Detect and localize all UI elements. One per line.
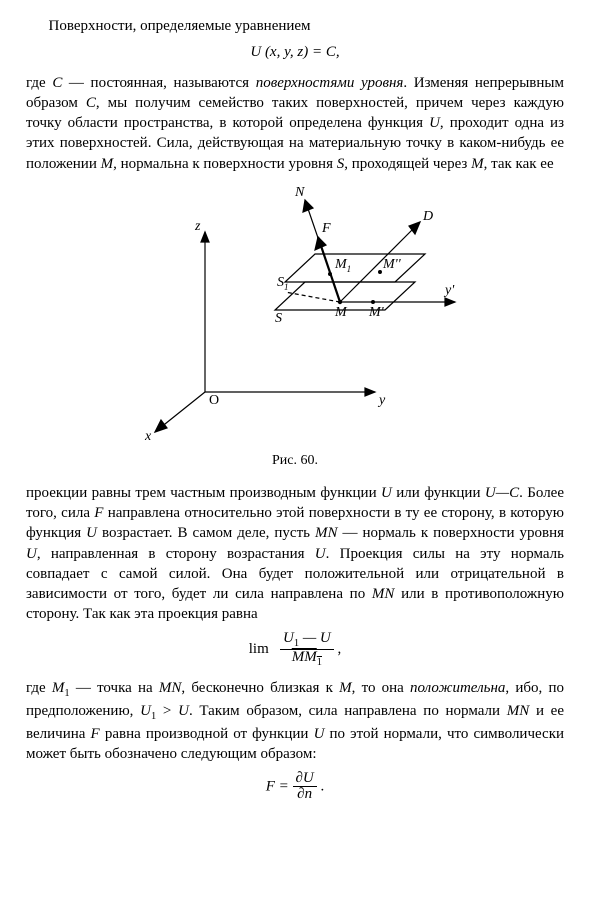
figure-caption: Рис. 60. — [26, 452, 564, 471]
paragraph-3: где M1 — точка на MN, бесконечно близкая… — [26, 678, 564, 765]
p1-a: где — [26, 75, 52, 91]
eq3-lhs: F = — [266, 778, 293, 794]
p2-e: возрастает. В самом деле, пусть — [97, 525, 315, 541]
p2-U: U — [381, 485, 392, 501]
p2-UC: U—C — [485, 485, 519, 501]
label-S1: S1 — [277, 275, 289, 292]
lim-label: lim — [249, 641, 269, 657]
p3-a: где — [26, 680, 52, 696]
p3-MN2: MN — [507, 703, 530, 719]
p2-f2: — нормаль к поверхности уровня — [338, 525, 565, 541]
label-O: O — [209, 393, 219, 408]
p3-positive: положительна — [410, 680, 505, 696]
label-F: F — [321, 221, 331, 236]
p1-level-surfaces: поверхностями уровня — [256, 75, 404, 91]
p3-f: . Таким образом, сила направлена по норм… — [189, 703, 507, 719]
p1-c8: , так как ее — [484, 156, 554, 172]
equation-F-dU-dn: F = ∂U ∂n . — [26, 771, 564, 804]
label-y: y — [377, 393, 386, 408]
p3-Fsym: F — [91, 726, 100, 742]
equation-uxyzc: U (x, y, z) = C, — [26, 42, 564, 62]
p2-a: проекции равны трем частным производным … — [26, 485, 381, 501]
eq3-num: ∂U — [293, 771, 317, 787]
label-Mprime: M' — [368, 305, 385, 320]
figure-svg: z y x O N F D S S1 M M' M'' M1 y' — [125, 182, 465, 442]
label-M: M — [334, 305, 348, 320]
p3-U2: U — [314, 726, 325, 742]
p1-C2: C — [86, 95, 96, 111]
p1-U: U — [429, 115, 440, 131]
p2-MN: MN — [315, 525, 338, 541]
paragraph-1: где C — постоянная, называются поверхнос… — [26, 73, 564, 174]
p2-U2: U — [86, 525, 97, 541]
label-M1: M1 — [334, 257, 351, 274]
p1-c6: , нормальна к поверхности уровня — [113, 156, 337, 172]
caption-text: Рис. 60. — [272, 453, 318, 468]
equation-limit: lim U1 — U MM1 , — [26, 631, 564, 668]
paragraph-2: проекции равны трем частным производным … — [26, 483, 564, 625]
eq3-fraction: ∂U ∂n — [293, 771, 317, 804]
p1-C: C — [52, 75, 62, 91]
eq3-period: . — [321, 778, 325, 794]
limit-fraction: U1 — U MM1 — [280, 631, 334, 668]
label-N: N — [294, 185, 305, 200]
p3-b: — точка на — [70, 680, 159, 696]
p1-c7: , проходящей через — [344, 156, 471, 172]
p1-M2: M — [471, 156, 484, 172]
p2-U3: U — [26, 546, 37, 562]
p3-c: , бесконечно близкая к — [181, 680, 339, 696]
den-MM1: MM1 — [292, 649, 322, 665]
p3-d: , то она — [352, 680, 410, 696]
intro-text: Поверхности, определяемые уравнением — [49, 18, 311, 34]
eq1-text: U (x, y, z) = C, — [250, 44, 339, 60]
figure-60: z y x O N F D S S1 M M' M'' M1 y' — [26, 182, 564, 448]
label-D: D — [422, 209, 433, 224]
p2-MN2: MN — [372, 586, 395, 602]
p2-b: или функции — [392, 485, 485, 501]
p3-M: M — [339, 680, 352, 696]
label-Mdprime: M'' — [382, 257, 402, 272]
p3-MN: MN — [159, 680, 182, 696]
eq3-den: ∂n — [293, 786, 317, 803]
p3-h: равна производной от функции — [100, 726, 314, 742]
p2-g: , направленная в сторону возрастания — [37, 546, 315, 562]
num-U1-U: U1 — U — [283, 630, 331, 646]
p3-M1: M1 — [52, 680, 70, 696]
label-S: S — [275, 311, 282, 326]
label-x: x — [144, 429, 152, 442]
label-yprime: y' — [443, 283, 455, 298]
intro-line: Поверхности, определяемые уравнением — [26, 16, 564, 36]
p3-U1gtU: U1 > U — [140, 703, 189, 719]
p1-M: M — [101, 156, 114, 172]
p2-U4: U — [315, 546, 326, 562]
p1-b: — постоянная, называются — [62, 75, 255, 91]
label-z: z — [194, 219, 201, 234]
